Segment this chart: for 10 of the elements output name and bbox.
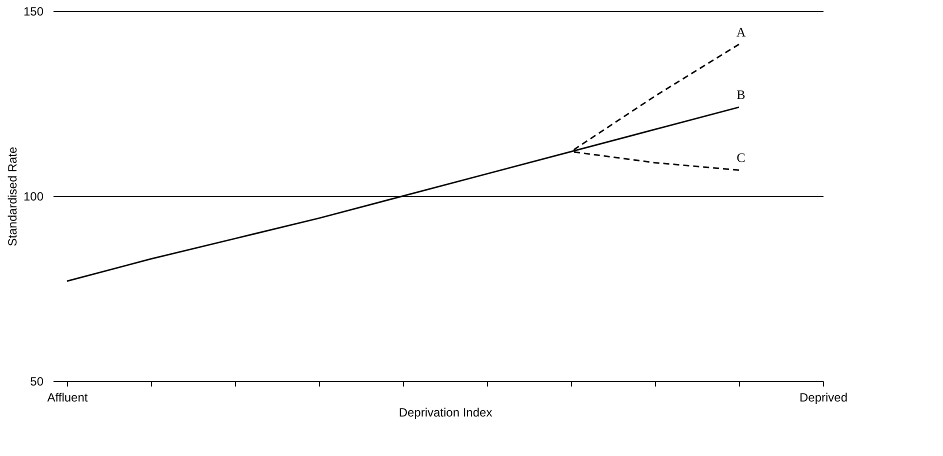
x-tick-label: Affluent <box>47 390 88 404</box>
series-label: B <box>736 87 746 102</box>
x-axis-title: Deprivation Index <box>398 406 492 420</box>
y-tick-label: 50 <box>30 374 44 388</box>
series-label: A <box>736 24 746 40</box>
series-label: C <box>736 150 746 166</box>
x-tick-label: Deprived <box>799 390 848 404</box>
y-tick-label: 100 <box>23 190 44 204</box>
y-tick-label: 150 <box>23 4 44 18</box>
y-axis-title: Standardised Rate <box>5 146 20 246</box>
